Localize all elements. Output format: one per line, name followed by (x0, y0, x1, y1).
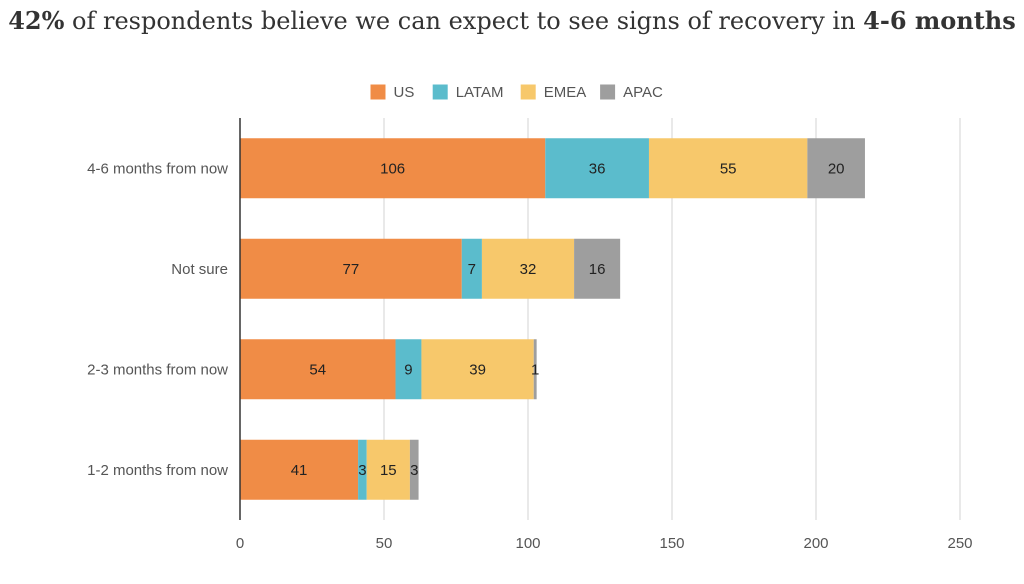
bar-data-label: 55 (720, 160, 737, 177)
bar-data-label: 15 (380, 462, 397, 479)
legend-swatch (432, 84, 448, 100)
bar-data-label: 36 (589, 160, 606, 177)
bar-data-label: 106 (380, 160, 405, 177)
legend-label: LATAM (456, 84, 504, 101)
bar-data-label: 41 (291, 462, 308, 479)
bar-segment (481, 238, 575, 299)
bar-data-label: 54 (309, 361, 326, 378)
x-tick-label: 0 (236, 535, 244, 552)
bar-data-label: 3 (358, 462, 366, 479)
category-label: 4-6 months from now (87, 160, 228, 177)
title-highlight-period: 4-6 months (863, 6, 1016, 35)
title-highlight-value: 42% (8, 6, 65, 35)
bar-data-label: 77 (343, 261, 360, 278)
bar-segment (648, 138, 808, 199)
bar-segment (533, 339, 537, 400)
bar-data-label: 1 (531, 361, 539, 378)
bar-data-label: 32 (520, 261, 537, 278)
bar-data-label: 7 (468, 261, 476, 278)
legend-swatch (370, 84, 386, 100)
category-label: 1-2 months from now (87, 462, 228, 479)
bar-segment (240, 138, 546, 199)
bar-data-label: 9 (404, 361, 412, 378)
legend-label: APAC (623, 84, 663, 101)
bar-segment (240, 238, 462, 299)
category-label: 2-3 months from now (87, 361, 228, 378)
x-tick-label: 50 (376, 535, 393, 552)
bar-data-label: 16 (589, 261, 606, 278)
bar-data-label: 3 (410, 462, 418, 479)
axes: 0 50 100 150 200 250 4-6 months from now Not su… (87, 118, 973, 552)
bar-segment (395, 339, 422, 400)
x-tick-label: 250 (947, 535, 972, 552)
chart-title: 42% of respondents believe we can expect… (0, 6, 1024, 35)
legend: US LATAM EMEA APAC (370, 84, 663, 101)
bar-segment (421, 339, 534, 400)
legend-label: US (394, 84, 415, 101)
bar-segment (366, 439, 410, 500)
bar-segment (409, 439, 419, 500)
x-tick-label: 100 (515, 535, 540, 552)
legend-swatch (600, 84, 616, 100)
bar-segment (545, 138, 649, 199)
bar-segment (358, 439, 367, 500)
bar-segment (240, 439, 359, 500)
bar-segment (574, 238, 621, 299)
legend-label: EMEA (544, 84, 587, 101)
category-label: Not sure (171, 261, 228, 278)
bar-data-label: 39 (469, 361, 486, 378)
x-tick-label: 150 (659, 535, 684, 552)
title-middle-text: of respondents believe we can expect to … (64, 7, 864, 35)
bar-segment (807, 138, 865, 199)
bar-segment (240, 339, 396, 400)
bar-segment (461, 238, 482, 299)
legend-swatch (520, 84, 536, 100)
bar-data-label: 20 (828, 160, 845, 177)
x-tick-label: 200 (803, 535, 828, 552)
